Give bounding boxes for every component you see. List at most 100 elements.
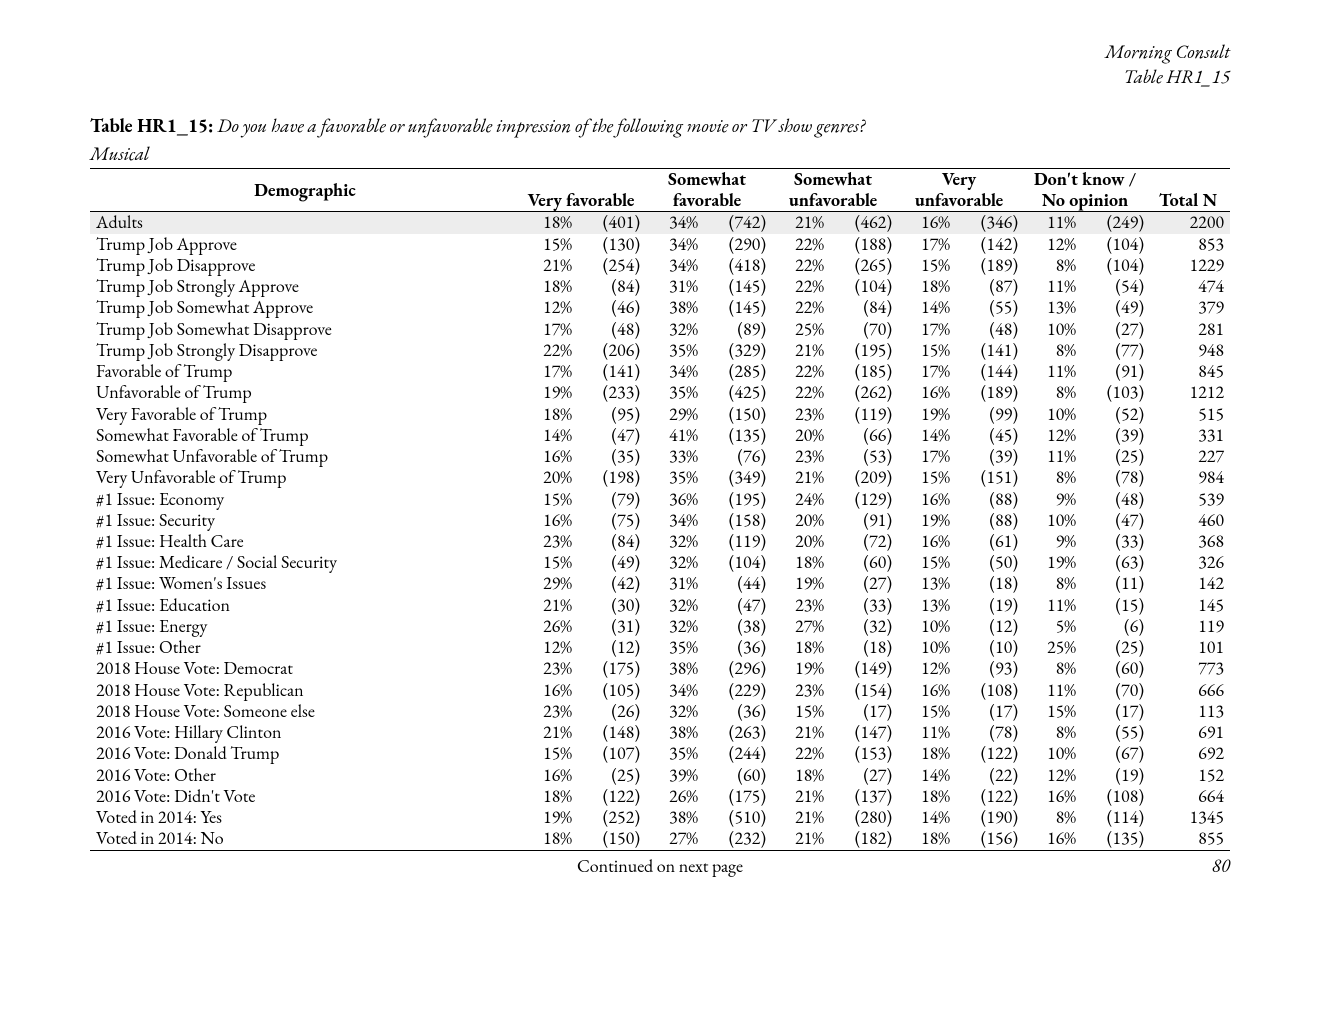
cell-pct: 26% <box>644 786 702 807</box>
cell-pct: 10% <box>1022 319 1080 340</box>
cell-pct: 22% <box>770 361 828 382</box>
cell-demographic: Very Favorable of Trump <box>90 404 518 425</box>
table-row: #1 Issue: Economy15%(79)36%(195)24%(129)… <box>90 489 1230 510</box>
cell-count: (145) <box>702 276 770 297</box>
cell-pct: 16% <box>896 531 954 552</box>
cell-pct: 12% <box>896 658 954 679</box>
cell-pct: 17% <box>896 234 954 255</box>
cell-count: (114) <box>1080 807 1148 828</box>
cell-pct: 34% <box>644 212 702 234</box>
cell-pct: 29% <box>644 404 702 425</box>
cell-pct: 23% <box>770 680 828 701</box>
cell-count: (25) <box>576 765 644 786</box>
cell-count: (154) <box>828 680 896 701</box>
cell-pct: 17% <box>896 446 954 467</box>
cell-count: (77) <box>1080 340 1148 361</box>
cell-pct: 17% <box>518 361 576 382</box>
cell-total: 152 <box>1148 765 1230 786</box>
cell-total: 773 <box>1148 658 1230 679</box>
cell-count: (198) <box>576 467 644 488</box>
cell-pct: 22% <box>518 340 576 361</box>
page-number: 80 <box>1212 853 1230 878</box>
cell-count: (61) <box>954 531 1022 552</box>
cell-pct: 20% <box>518 467 576 488</box>
cell-count: (49) <box>1080 297 1148 318</box>
cell-demographic: Somewhat Unfavorable of Trump <box>90 446 518 467</box>
table-row: Voted in 2014: Yes19%(252)38%(510)21%(28… <box>90 807 1230 828</box>
table-row: Trump Job Strongly Disapprove22%(206)35%… <box>90 340 1230 361</box>
cell-count: (55) <box>954 297 1022 318</box>
cell-count: (254) <box>576 255 644 276</box>
cell-count: (49) <box>576 552 644 573</box>
cell-count: (48) <box>954 319 1022 340</box>
cell-count: (19) <box>954 595 1022 616</box>
cell-total: 515 <box>1148 404 1230 425</box>
table-row: Voted in 2014: No18%(150)27%(232)21%(182… <box>90 828 1230 850</box>
cell-pct: 29% <box>518 573 576 594</box>
cell-pct: 16% <box>518 446 576 467</box>
table-row: Favorable of Trump17%(141)34%(285)22%(18… <box>90 361 1230 382</box>
cell-pct: 32% <box>644 616 702 637</box>
cell-count: (36) <box>702 637 770 658</box>
cell-pct: 18% <box>896 786 954 807</box>
cell-pct: 8% <box>1022 340 1080 361</box>
cell-pct: 15% <box>1022 701 1080 722</box>
cell-pct: 38% <box>644 807 702 828</box>
table-row: Trump Job Approve15%(130)34%(290)22%(188… <box>90 234 1230 255</box>
cell-count: (142) <box>954 234 1022 255</box>
cell-total: 460 <box>1148 510 1230 531</box>
cell-pct: 8% <box>1022 255 1080 276</box>
table-row: 2016 Vote: Donald Trump15%(107)35%(244)2… <box>90 743 1230 764</box>
cell-pct: 15% <box>770 701 828 722</box>
cell-demographic: Adults <box>90 212 518 234</box>
cell-count: (84) <box>576 276 644 297</box>
cell-count: (25) <box>1080 446 1148 467</box>
cell-demographic: Unfavorable of Trump <box>90 382 518 403</box>
cell-count: (27) <box>1080 319 1148 340</box>
cell-pct: 34% <box>644 680 702 701</box>
cell-total: 855 <box>1148 828 1230 850</box>
cell-pct: 14% <box>896 425 954 446</box>
cell-count: (47) <box>576 425 644 446</box>
cell-count: (17) <box>828 701 896 722</box>
cell-count: (104) <box>702 552 770 573</box>
cell-pct: 26% <box>518 616 576 637</box>
cell-count: (462) <box>828 212 896 234</box>
cell-count: (232) <box>702 828 770 850</box>
cell-pct: 25% <box>1022 637 1080 658</box>
cell-pct: 16% <box>896 382 954 403</box>
cell-total: 379 <box>1148 297 1230 318</box>
cell-count: (141) <box>954 340 1022 361</box>
cell-pct: 13% <box>896 573 954 594</box>
cell-demographic: #1 Issue: Other <box>90 637 518 658</box>
cell-count: (32) <box>828 616 896 637</box>
table-row: 2018 House Vote: Someone else23%(26)32%(… <box>90 701 1230 722</box>
cell-count: (145) <box>702 297 770 318</box>
cell-pct: 15% <box>896 701 954 722</box>
cell-total: 119 <box>1148 616 1230 637</box>
table-row: Trump Job Somewhat Disapprove17%(48)32%(… <box>90 319 1230 340</box>
cell-count: (175) <box>702 786 770 807</box>
col-very-favorable: Very favorable <box>518 169 644 212</box>
cell-count: (185) <box>828 361 896 382</box>
cell-demographic: 2016 Vote: Didn't Vote <box>90 786 518 807</box>
cell-demographic: Trump Job Approve <box>90 234 518 255</box>
cell-pct: 31% <box>644 573 702 594</box>
cell-count: (63) <box>1080 552 1148 573</box>
cell-pct: 16% <box>896 489 954 510</box>
cell-count: (103) <box>1080 382 1148 403</box>
cell-demographic: 2016 Vote: Donald Trump <box>90 743 518 764</box>
table-row: 2016 Vote: Other16%(25)39%(60)18%(27)14%… <box>90 765 1230 786</box>
col-demographic: Demographic <box>90 169 518 212</box>
cell-pct: 23% <box>518 658 576 679</box>
cell-count: (45) <box>954 425 1022 446</box>
cell-pct: 38% <box>644 722 702 743</box>
header-source: Morning Consult <box>90 40 1230 65</box>
cell-pct: 23% <box>770 404 828 425</box>
table-row: Trump Job Strongly Approve18%(84)31%(145… <box>90 276 1230 297</box>
cell-pct: 21% <box>770 807 828 828</box>
header-table-id: Table HR1_15 <box>90 65 1230 90</box>
cell-count: (88) <box>954 510 1022 531</box>
cell-pct: 17% <box>896 319 954 340</box>
cell-pct: 21% <box>518 255 576 276</box>
